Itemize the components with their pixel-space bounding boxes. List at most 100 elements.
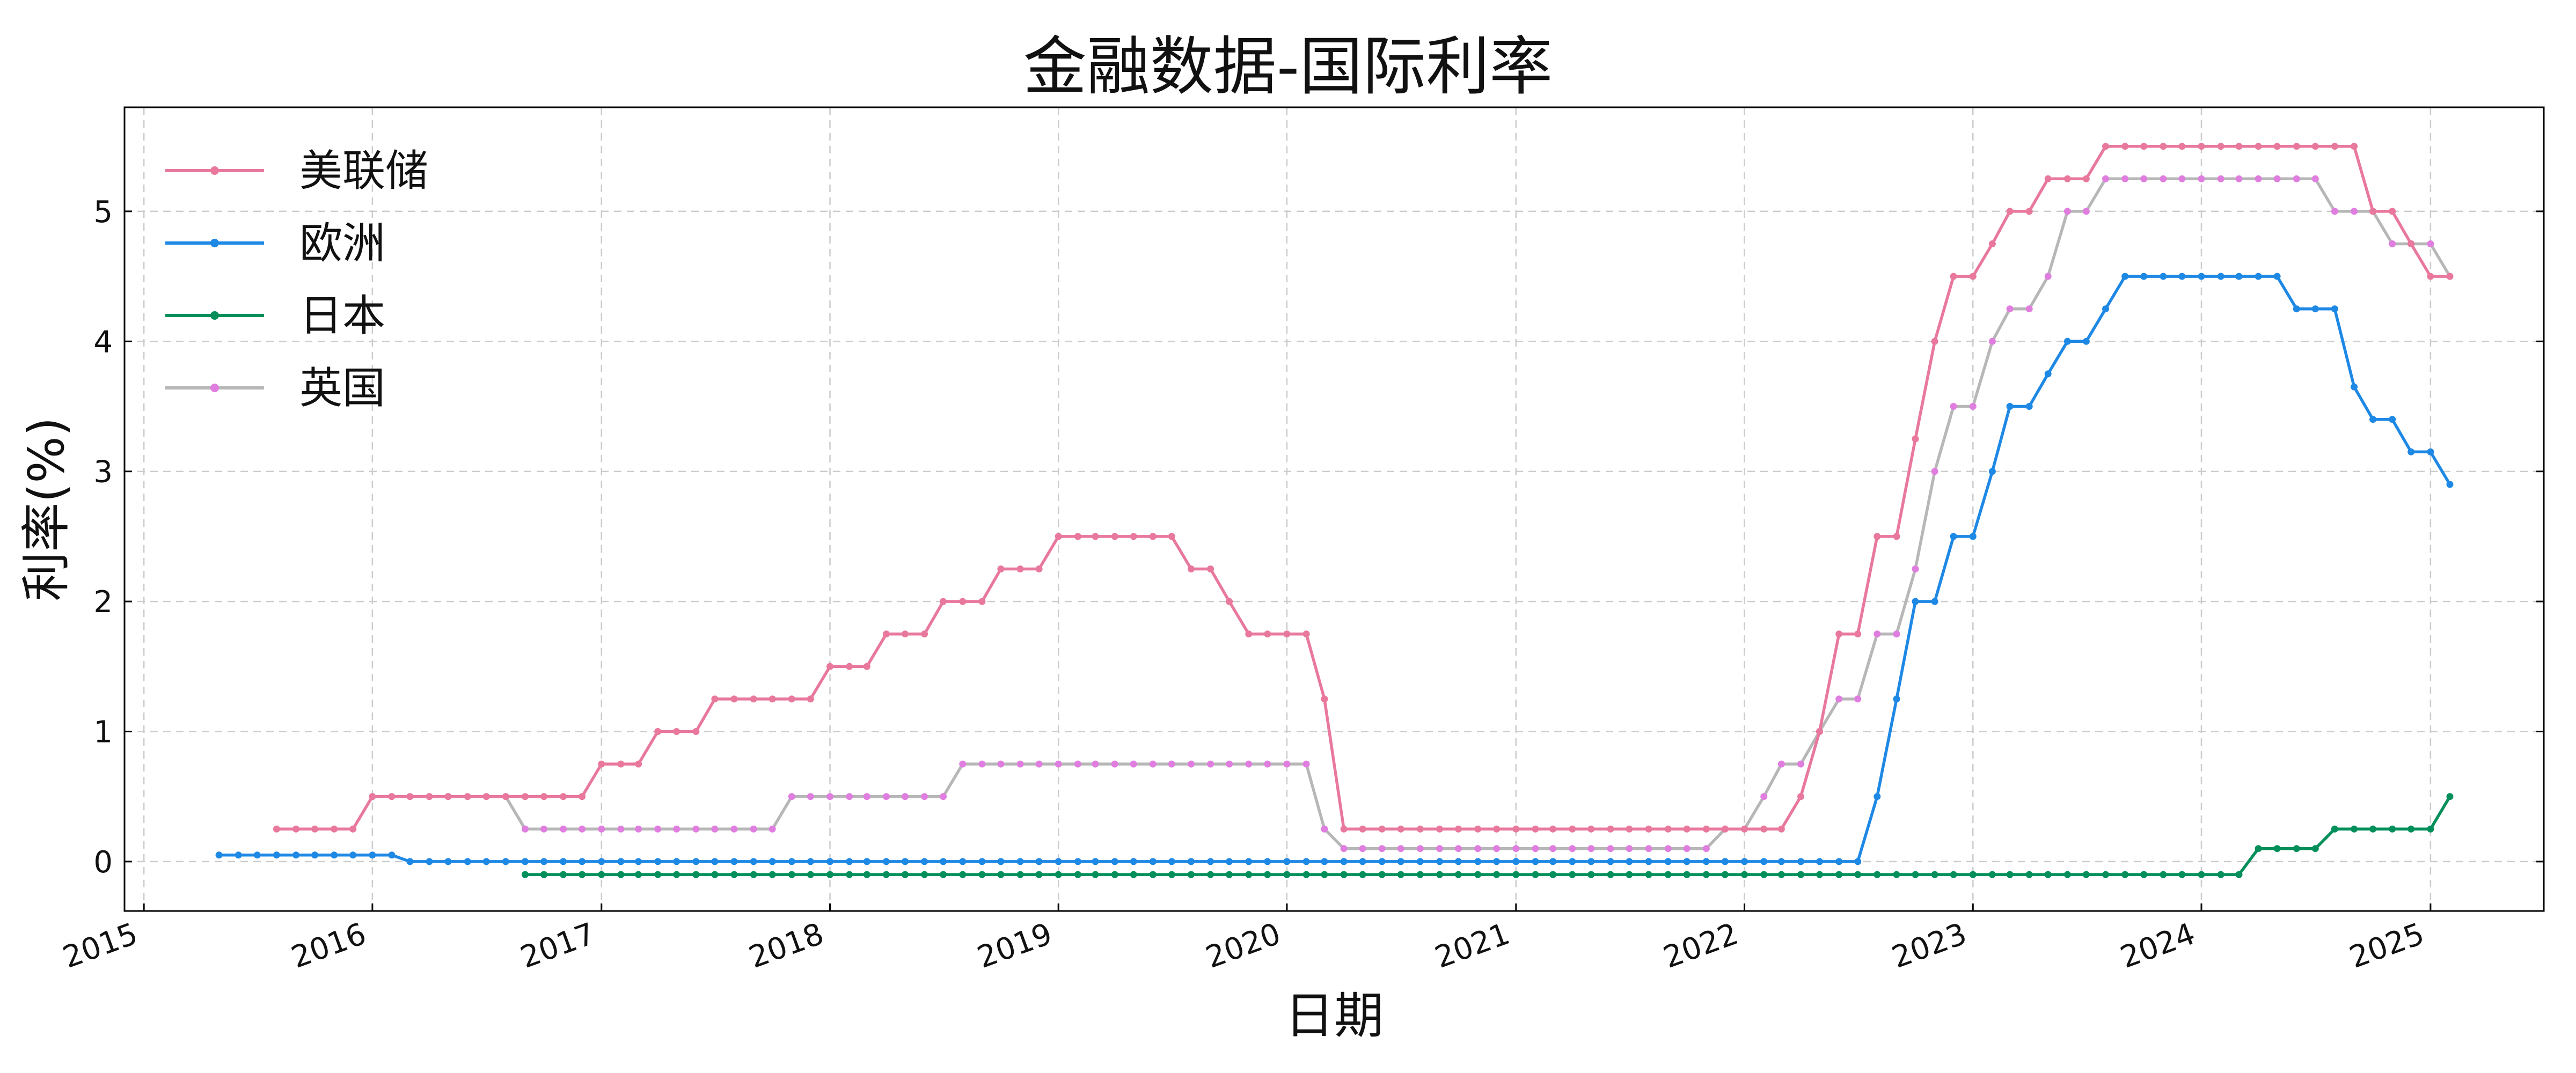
- data-point: [692, 871, 700, 878]
- data-point: [1055, 871, 1062, 878]
- data-point: [522, 825, 529, 833]
- data-point: [2331, 208, 2338, 215]
- data-point: [598, 858, 605, 865]
- data-point: [273, 825, 280, 833]
- data-point: [2311, 175, 2319, 182]
- data-point: [883, 793, 890, 800]
- data-point: [2217, 143, 2224, 150]
- data-point: [846, 793, 853, 800]
- data-point: [711, 858, 719, 865]
- data-point: [1168, 533, 1175, 540]
- data-point: [235, 851, 242, 859]
- data-point: [1149, 760, 1157, 768]
- data-point: [921, 793, 928, 800]
- data-point: [482, 858, 490, 865]
- data-point: [1207, 760, 1214, 768]
- legend-marker: [210, 239, 219, 247]
- data-point: [1378, 871, 1386, 878]
- data-point: [959, 858, 967, 865]
- data-point: [1874, 630, 1881, 638]
- data-point: [1835, 630, 1843, 638]
- data-point: [788, 858, 795, 865]
- x-tick-label: 2017: [516, 916, 599, 975]
- data-point: [1950, 403, 1957, 410]
- data-point: [560, 858, 567, 865]
- data-point: [940, 858, 947, 865]
- data-point: [406, 793, 414, 800]
- data-point: [1816, 858, 1823, 865]
- data-point: [598, 760, 605, 768]
- data-point: [1988, 468, 1996, 475]
- data-point: [863, 871, 870, 878]
- data-point: [846, 858, 853, 865]
- x-tick-label: 2016: [287, 916, 371, 975]
- data-point: [1188, 565, 1195, 572]
- data-point: [1874, 533, 1881, 540]
- data-point: [1549, 858, 1557, 865]
- data-point: [502, 858, 509, 865]
- data-point: [1092, 533, 1099, 540]
- data-point: [902, 630, 909, 638]
- data-point: [406, 858, 414, 865]
- data-point: [349, 851, 357, 859]
- data-point: [1436, 845, 1443, 852]
- data-point: [1741, 825, 1748, 833]
- data-point: [2160, 175, 2167, 182]
- data-point: [2198, 273, 2205, 280]
- data-point: [2255, 143, 2262, 150]
- data-point: [1988, 337, 1996, 345]
- data-point: [1436, 858, 1443, 865]
- data-point: [788, 793, 795, 800]
- data-point: [2025, 403, 2033, 410]
- data-point: [522, 858, 529, 865]
- data-point: [1874, 871, 1881, 878]
- data-point: [1512, 845, 1520, 852]
- data-point: [2140, 175, 2148, 182]
- data-point: [2178, 175, 2186, 182]
- data-point: [292, 825, 300, 833]
- data-point: [2082, 175, 2090, 182]
- data-point: [522, 871, 529, 878]
- data-point: [1321, 695, 1328, 703]
- data-point: [1777, 858, 1785, 865]
- data-point: [730, 695, 738, 703]
- data-point: [1416, 871, 1424, 878]
- data-point: [863, 793, 870, 800]
- data-point: [1969, 871, 1977, 878]
- data-point: [1969, 403, 1977, 410]
- data-point: [1931, 337, 1938, 345]
- data-point: [1397, 871, 1404, 878]
- data-point: [2293, 305, 2300, 313]
- data-point: [1854, 871, 1862, 878]
- data-point: [750, 858, 757, 865]
- data-point: [654, 728, 662, 735]
- data-point: [1016, 858, 1024, 865]
- x-tick-label: 2019: [973, 916, 1057, 975]
- data-point: [1664, 871, 1672, 878]
- data-point: [921, 871, 928, 878]
- data-point: [1188, 858, 1195, 865]
- series-line: [219, 275, 2451, 863]
- data-point: [369, 793, 376, 800]
- data-point: [692, 858, 700, 865]
- data-point: [617, 871, 625, 878]
- data-point: [1569, 858, 1576, 865]
- data-point: [1969, 533, 1977, 540]
- data-point: [997, 565, 1005, 572]
- x-tick-label: 2018: [744, 916, 828, 975]
- data-point: [1111, 871, 1118, 878]
- data-point: [1587, 871, 1595, 878]
- data-point: [654, 871, 662, 878]
- data-point: [388, 851, 396, 859]
- data-point: [1397, 858, 1404, 865]
- data-point: [1055, 858, 1062, 865]
- data-point: [1912, 565, 1919, 572]
- data-point: [579, 793, 586, 800]
- legend-label: 日本: [299, 291, 385, 341]
- data-point: [1607, 845, 1614, 852]
- data-point: [2389, 825, 2396, 833]
- data-point: [1950, 273, 1957, 280]
- data-point: [2102, 143, 2109, 150]
